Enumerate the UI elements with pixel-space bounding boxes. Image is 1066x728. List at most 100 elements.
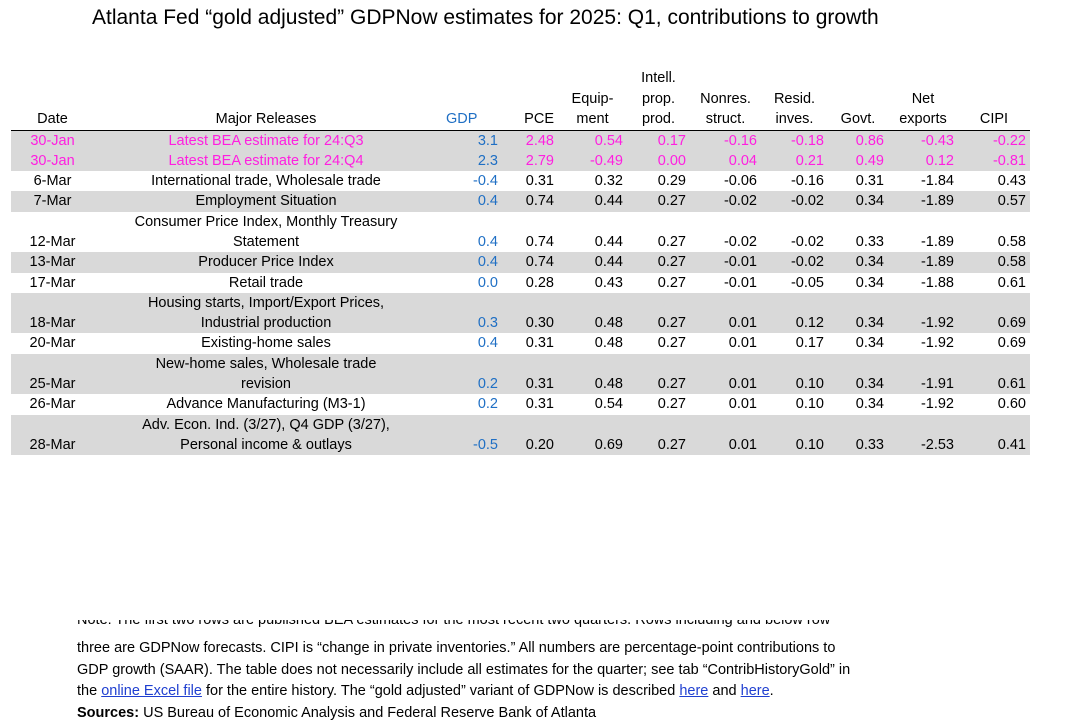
cell-gdp: -0.5 (438, 414, 502, 456)
cell-cipi: -0.22 (958, 130, 1030, 151)
table-body: 30-Jan Latest BEA estimate for 24:Q3 3.1 2.… (11, 130, 1030, 456)
table-row: 30-Jan Latest BEA estimate for 24:Q3 3.1 2.… (11, 130, 1030, 151)
cell-equip: 0.54 (558, 130, 627, 151)
cell-nonres: -0.02 (690, 191, 761, 212)
cell-govt: 0.34 (828, 292, 888, 334)
cell-equip: 0.54 (594, 396, 623, 413)
cell-major-releases: Latest BEA estimate for 24:Q4 (94, 150, 438, 172)
cell-intell: 0.27 (657, 274, 686, 291)
cell-net: -1.92 (888, 292, 958, 334)
cell-major-releases: Producer Price Index (94, 252, 438, 273)
sources-text: US Bureau of Economic Analysis and Feder… (143, 704, 597, 721)
cell-resid: -0.02 (790, 233, 824, 250)
cell-govt: 0.34 (828, 191, 888, 212)
cell-nonres: 0.04 (690, 150, 761, 172)
cell-major-releases: Retail trade (228, 274, 304, 291)
cell-date: 25-Mar (11, 353, 94, 395)
cell-gdp: 0.4 (477, 233, 498, 250)
cell-nonres: 0.01 (728, 396, 757, 413)
cell-gdp: 3.1 (438, 130, 502, 151)
cell-gdp: 2.3 (438, 150, 502, 172)
cell-govt: 0.34 (855, 335, 884, 352)
cell-resid: 0.10 (761, 414, 828, 456)
table-row: 6-Mar International trade, Wholesale trad… (11, 171, 1030, 191)
cell-cipi: 0.69 (958, 292, 1030, 334)
cell-pce: 0.31 (525, 396, 554, 413)
cell-govt: 0.34 (828, 353, 888, 395)
cell-equip: 0.43 (594, 274, 623, 291)
cell-nonres: 0.01 (728, 335, 757, 352)
cell-pce: 0.31 (525, 335, 554, 352)
cell-date: 6-Mar (33, 173, 72, 190)
note-line: three are GDPNow forecasts. CIPI is “cha… (77, 640, 836, 656)
cell-intell: 0.27 (657, 396, 686, 413)
cell-cipi: 0.58 (997, 233, 1026, 250)
cell-cipi: 0.60 (997, 396, 1026, 413)
cell-net: -1.88 (920, 274, 954, 291)
cell-net: -1.92 (920, 335, 954, 352)
cell-govt: 0.33 (828, 414, 888, 456)
cell-pce: 0.30 (502, 292, 558, 334)
table-row: 30-Jan Latest BEA estimate for 24:Q4 2.3 2.… (11, 150, 1030, 172)
cell-intell: 0.27 (627, 191, 690, 212)
header-nonres-structures: Nonres. struct. (690, 68, 761, 131)
cell-gdp: 0.2 (477, 396, 498, 413)
cell-cipi: 0.69 (997, 335, 1026, 352)
cell-net: -0.43 (888, 130, 958, 151)
header-gdp: GDP (438, 68, 502, 131)
header-cipi: CIPI (958, 68, 1030, 131)
cell-equip: 0.44 (594, 233, 623, 250)
cell-intell: 0.27 (627, 414, 690, 456)
table-row: 12-Mar Consumer Price Index, Monthly Trea… (11, 212, 1030, 253)
cell-nonres: -0.01 (723, 274, 757, 291)
cell-govt: 0.33 (855, 233, 884, 250)
header-equipment: Equip-ment (558, 68, 627, 131)
note-line: GDP growth (SAAR). The table does not ne… (77, 661, 851, 678)
table-row: 26-Mar Advance Manufacturing (M3-1) 0.2 0.3… (11, 394, 1030, 414)
cell-date: 30-Jan (11, 150, 94, 172)
cell-govt: 0.31 (855, 173, 884, 190)
cell-equip: 0.69 (558, 414, 627, 456)
cell-equip: 0.44 (558, 191, 627, 212)
cell-cipi: 0.61 (997, 274, 1026, 291)
cell-major-releases: Housing starts, Import/Export Prices, Ind… (94, 292, 438, 334)
cell-pce: 2.79 (502, 150, 558, 172)
cell-date: 26-Mar (29, 396, 76, 413)
cell-cipi: -0.81 (958, 150, 1030, 172)
cell-intell: 0.27 (657, 233, 686, 250)
page-title: Atlanta Fed “gold adjusted” GDPNow estim… (92, 6, 879, 29)
cell-gdp: 0.4 (477, 335, 498, 352)
note-line: the online Excel file for the entire his… (77, 683, 774, 699)
cell-nonres: -0.01 (690, 252, 761, 273)
header-net-exports: Net exports (888, 68, 958, 131)
cell-pce: 0.28 (525, 274, 554, 291)
cell-net: -1.92 (920, 396, 954, 413)
sources-label: Sources: (77, 704, 140, 721)
cell-resid: -0.05 (790, 274, 824, 291)
cell-intell: 0.27 (627, 353, 690, 395)
online-excel-file-link[interactable]: online Excel file (101, 683, 202, 699)
table-row: 20-Mar Existing-home sales 0.4 0.31 0.48 0.27… (11, 333, 1030, 353)
header-government: Govt. (828, 68, 888, 131)
here-link-1[interactable]: here (679, 683, 709, 699)
cell-major-releases: Adv. Econ. Ind. (3/27), Q4 GDP (3/27), Pe… (94, 414, 438, 456)
cell-date: 12-Mar (29, 233, 76, 250)
cell-date: 7-Mar (11, 191, 94, 212)
cell-cipi: 0.58 (958, 252, 1030, 273)
cell-major-releases: International trade, Wholesale trade (151, 173, 381, 190)
cell-nonres: -0.02 (723, 233, 757, 250)
cell-resid: -0.18 (761, 130, 828, 151)
cell-gdp: 0.2 (438, 353, 502, 395)
gdpnow-table: Date Major Releases GDP PCE Equip-ment I… (11, 68, 1030, 456)
cell-major-releases: New-home sales, Wholesale trade revision (94, 353, 438, 395)
cell-date: 30-Jan (11, 130, 94, 151)
cell-gdp: 0.4 (438, 252, 502, 273)
cell-date: 28-Mar (11, 414, 94, 456)
cell-nonres: 0.01 (690, 414, 761, 456)
here-link-2[interactable]: here (740, 683, 770, 699)
header-intellectual-property: Intell. prop. prod. (627, 68, 690, 131)
cell-major-releases: Existing-home sales (201, 335, 331, 352)
table-header: Date Major Releases GDP PCE Equip-ment I… (11, 68, 1030, 131)
cell-net: -2.53 (888, 414, 958, 456)
cell-gdp: -0.4 (473, 173, 498, 190)
